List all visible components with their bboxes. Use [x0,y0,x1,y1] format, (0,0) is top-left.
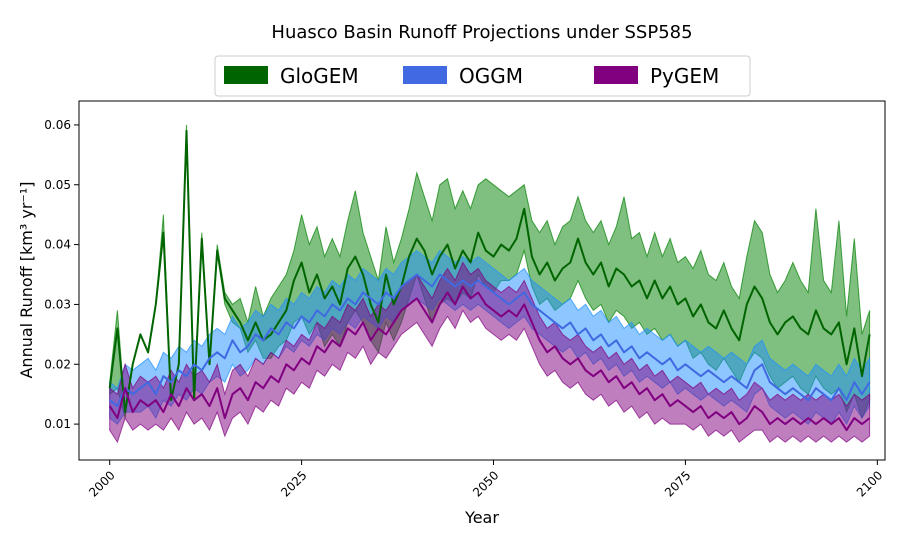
y-tick-label: 0.01 [44,417,71,431]
oggm-line [109,273,871,408]
x-tick-label: 2050 [470,468,501,499]
plot-area [78,100,886,461]
pygem-line [108,285,871,432]
x-tick-label: 2075 [662,468,693,499]
glogem-legend-label: GloGEM [280,64,359,88]
y-tick-label: 0.05 [44,178,71,192]
series-lines [108,129,871,432]
glogem-line [108,129,871,414]
legend: GloGEM OGGM PyGEM [214,55,751,97]
chart-title: Huasco Basin Runoff Projections under SS… [271,22,692,43]
glogem-legend-swatch [224,66,268,84]
y-tick-label: 0.04 [44,238,71,252]
x-axis: 2000 2025 2050 2075 2100 [86,460,885,500]
x-tick-label: 2100 [854,468,885,499]
x-axis-label: Year [464,508,499,527]
axes-frame [78,100,886,461]
uncertainty-bands [109,124,871,444]
y-tick-label: 0.02 [44,357,71,371]
x-tick-label: 2000 [86,468,117,499]
pygem-legend-swatch [594,66,638,84]
oggm-legend-swatch [403,66,447,84]
y-axis: 0.01 0.02 0.03 0.04 0.05 0.06 [44,118,79,431]
x-tick-label: 2025 [278,468,309,499]
y-axis-label: Annual Runoff [km³ yr⁻¹] [17,181,36,378]
y-tick-label: 0.03 [44,297,71,311]
oggm-legend-label: OGGM [459,64,523,88]
y-tick-label: 0.06 [44,118,71,132]
pygem-legend-label: PyGEM [650,64,719,88]
pygem-band [109,261,871,444]
